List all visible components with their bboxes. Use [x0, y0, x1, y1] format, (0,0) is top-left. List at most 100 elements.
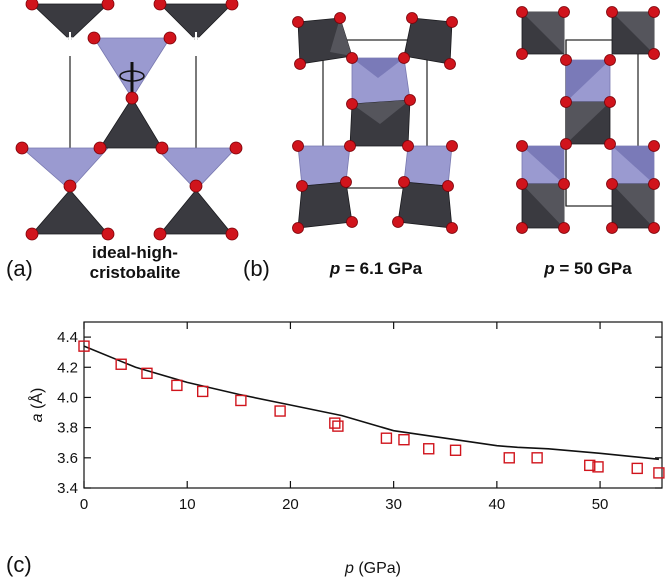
x-axis-label: p (GPa)	[344, 560, 401, 577]
oxygen-atom	[560, 96, 572, 108]
oxygen-atom	[189, 179, 203, 193]
oxygen-atom	[292, 16, 304, 28]
oxygen-atom	[340, 176, 352, 188]
panel-a-caption-line1: ideal-high-	[92, 243, 178, 262]
tetrahedron-dark	[330, 18, 352, 56]
axis-ticks	[83, 322, 662, 489]
oxygen-atom	[606, 222, 618, 234]
y-tick-label: 3.6	[57, 450, 78, 467]
oxygen-atom	[648, 6, 660, 18]
tetrahedron-dark	[352, 100, 410, 124]
x-tick-label: 30	[385, 496, 402, 513]
tetrahedron-light	[352, 58, 404, 78]
oxygen-atom	[558, 6, 570, 18]
panel-b-structure-6gpa	[292, 12, 458, 234]
oxygen-atoms	[15, 0, 243, 241]
data-point	[115, 358, 127, 370]
y-tick-label: 4.0	[57, 389, 78, 406]
pressure-value: = 6.1 GPa	[340, 259, 422, 278]
data-point	[380, 432, 393, 444]
oxygen-atom	[444, 58, 456, 70]
oxygen-atom	[292, 222, 304, 234]
data-point	[584, 459, 596, 472]
tetrahedron-dark	[30, 3, 110, 41]
oxygen-atom	[25, 227, 39, 241]
panel-a-caption-line2: cristobalite	[90, 263, 181, 282]
y-tick-label: 4.4	[57, 329, 78, 346]
x-axis-variable: p	[344, 560, 354, 577]
oxygen-atom	[446, 222, 458, 234]
oxygen-atom	[648, 48, 660, 60]
oxygen-atom	[93, 141, 107, 155]
panel-c-letter: (c)	[6, 552, 32, 577]
oxygen-atom	[446, 16, 458, 28]
oxygen-atom	[25, 0, 39, 11]
oxygen-atoms	[516, 6, 660, 234]
data-point	[141, 367, 153, 380]
y-axis-variable: a	[29, 413, 46, 422]
data-point	[235, 394, 247, 407]
oxygen-atom	[346, 216, 358, 228]
tetrahedron-light	[612, 146, 654, 184]
oxygen-atom	[87, 31, 101, 45]
oxygen-atom	[346, 98, 358, 110]
panel-b-structure-50gpa	[516, 6, 660, 234]
oxygen-atom	[446, 140, 458, 152]
tetrahedron-dark	[612, 12, 654, 54]
oxygen-atom	[606, 6, 618, 18]
oxygen-atoms	[292, 12, 458, 234]
oxygen-atom	[604, 96, 616, 108]
tetrahedron-light	[522, 146, 564, 184]
data-point	[196, 385, 209, 398]
tetrahedron-light	[155, 147, 237, 191]
oxygen-atom	[406, 12, 418, 24]
oxygen-atom	[294, 58, 306, 70]
oxygen-atom	[63, 179, 77, 193]
cell-line	[322, 39, 428, 189]
tetrahedron-light	[566, 60, 610, 102]
oxygen-atom	[558, 178, 570, 190]
tetrahedron-light	[20, 147, 109, 191]
panel-b-caption-6gpa: p = 6.1 GPa	[329, 259, 423, 278]
panel-b-caption-50gpa: p = 50 GPa	[543, 259, 632, 278]
series-line	[83, 345, 659, 461]
data-point	[631, 462, 643, 475]
data-point	[503, 452, 515, 464]
data-point	[329, 417, 341, 429]
panel-b-letter: (b)	[243, 256, 270, 281]
y-tick-label: 3.8	[57, 420, 78, 437]
tetrahedron-dark	[612, 184, 654, 228]
data-point	[653, 467, 665, 479]
oxygen-atom	[155, 141, 169, 155]
x-tick-label: 20	[282, 496, 299, 513]
plot-frame	[83, 321, 663, 489]
oxygen-atom	[442, 180, 454, 192]
oxygen-atom	[334, 12, 346, 24]
oxygen-atom	[560, 54, 572, 66]
oxygen-atom	[516, 178, 528, 190]
tetrahedron-dark	[99, 97, 163, 149]
oxygen-atom	[604, 138, 616, 150]
tetrahedron-dark	[566, 102, 610, 144]
oxygen-atom	[225, 0, 239, 11]
pressure-variable: p	[543, 259, 554, 278]
tetrahedron-dark	[159, 189, 233, 235]
oxygen-atom	[516, 140, 528, 152]
oxygen-atom	[398, 176, 410, 188]
oxygen-atom	[392, 216, 404, 228]
oxygen-atom	[101, 227, 115, 241]
tetrahedron-dark	[522, 184, 564, 228]
oxygen-atom	[558, 222, 570, 234]
lattice-parameter-chart: 0 10 20 30 40 50 3.4 3.6 3.8 4.0 4.2 4.4 a (Å) p (G…	[27, 321, 665, 577]
x-tick-label: 50	[592, 496, 609, 513]
panel-a-letter: (a)	[6, 256, 33, 281]
x-tick-label: 10	[179, 496, 196, 513]
oxygen-atom	[163, 31, 177, 45]
y-tick-label: 3.4	[57, 480, 78, 497]
oxygen-atom	[560, 138, 572, 150]
oxygen-atom	[296, 180, 308, 192]
y-tick-label: 4.2	[57, 359, 78, 376]
oxygen-atom	[648, 178, 660, 190]
pressure-value: = 50 GPa	[555, 259, 633, 278]
